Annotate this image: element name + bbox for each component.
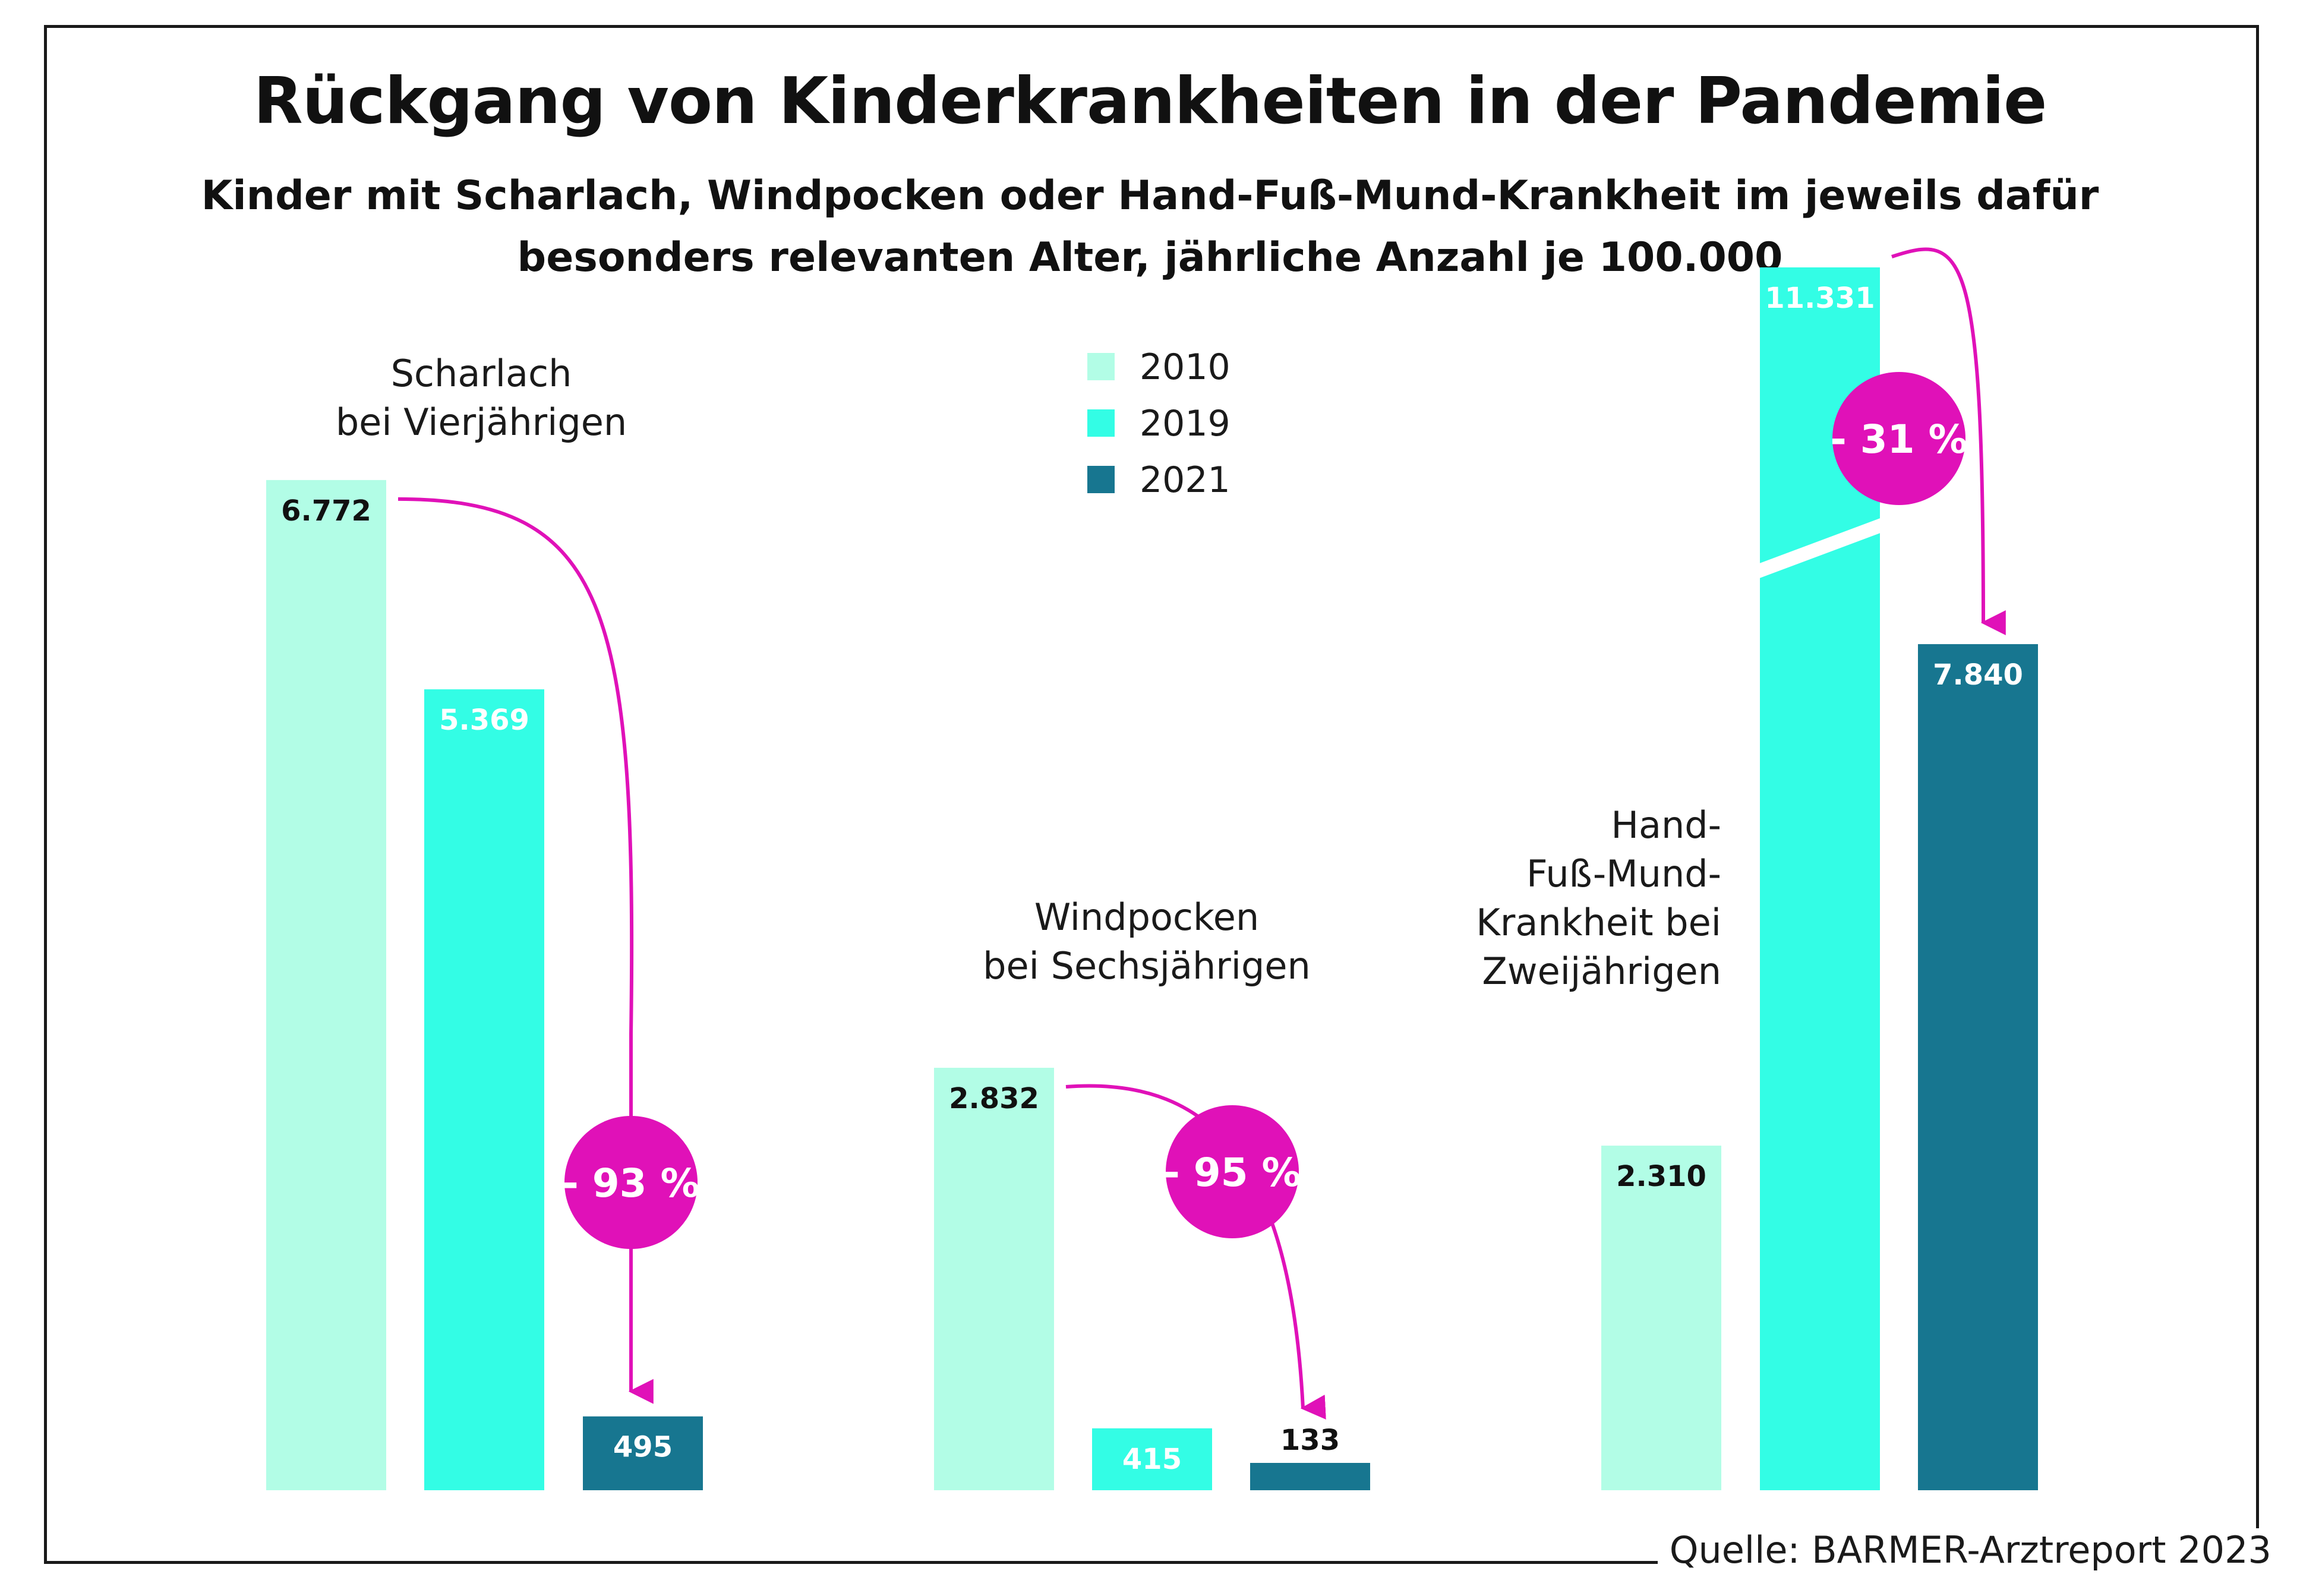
bar-2-2010 xyxy=(1601,1146,1721,1490)
source-note: Quelle: BARMER-Arztreport 2023 xyxy=(1657,1528,2271,1572)
change-arrows: - 93 % - 95 % - 31 % xyxy=(397,247,2006,1420)
legend-label-2010: 2010 xyxy=(1140,346,1231,388)
chart-frame xyxy=(44,25,2259,1564)
bar-0-2019 xyxy=(424,689,544,1490)
value-label-1-2019: 415 xyxy=(1122,1443,1182,1476)
change-label-2: - 31 % xyxy=(1830,417,1967,462)
value-label-1-2010: 2.832 xyxy=(949,1082,1039,1115)
legend-swatch-2021 xyxy=(1087,466,1115,493)
value-label-0-2010: 6.772 xyxy=(281,494,371,528)
bar-0-2021 xyxy=(583,1416,703,1490)
category-label-2-line-3: Zweijährigen xyxy=(1482,950,1721,993)
value-label-2-2010: 2.310 xyxy=(1616,1160,1706,1193)
category-label-2-line-1: Fuß-Mund- xyxy=(1526,852,1721,895)
chart-subtitle: Kinder mit Scharlach, Windpocken oder Ha… xyxy=(201,172,2099,281)
bar-0-2010 xyxy=(266,480,386,1490)
value-label-0-2021: 495 xyxy=(613,1431,673,1464)
value-label-0-2019: 5.369 xyxy=(439,704,529,737)
change-badge-2 xyxy=(1832,372,1965,505)
legend-label-2021: 2021 xyxy=(1140,459,1231,501)
arrow-group-2 xyxy=(1891,247,2006,636)
change-badge-1 xyxy=(1166,1105,1299,1238)
change-label-1: - 95 % xyxy=(1163,1150,1301,1196)
bar-2-2021 xyxy=(1918,644,2038,1490)
category-label-0-line-0: Scharlach xyxy=(391,352,572,395)
arrow-group-0 xyxy=(397,497,654,1404)
value-label-2-2021: 7.840 xyxy=(1933,658,2023,692)
legend-swatch-2010 xyxy=(1087,353,1115,380)
category-label-1-line-1: bei Sechsjährigen xyxy=(983,944,1311,988)
value-label-2-2019: 11.331 xyxy=(1765,282,1875,315)
category-label-1-line-0: Windpocken xyxy=(1034,895,1259,939)
axis-break-slash xyxy=(1756,517,1883,579)
bars xyxy=(266,267,2038,1490)
change-label-0: - 93 % xyxy=(562,1160,699,1206)
category-label-0-line-1: bei Vierjährigen xyxy=(336,400,627,444)
chart-title: Rückgang von Kinderkrankheiten in der Pa… xyxy=(253,64,2047,138)
category-label-2-line-2: Krankheit bei xyxy=(1476,901,1721,944)
legend-label-2019: 2019 xyxy=(1140,403,1231,444)
labels: 6.772 5.369 495 2.832 415 133 2.310 11.331 7.840… xyxy=(281,282,2023,1476)
bar-1-2021 xyxy=(1250,1463,1370,1490)
legend: 2010 2019 2021 xyxy=(1087,346,1231,501)
change-badge-0 xyxy=(564,1116,698,1249)
bar-1-2010 xyxy=(934,1068,1054,1490)
legend-swatch-2019 xyxy=(1087,409,1115,437)
category-label-2-line-0: Hand- xyxy=(1611,803,1721,847)
value-label-1-2021: 133 xyxy=(1280,1424,1340,1457)
bar-1-2019 xyxy=(1092,1428,1212,1490)
